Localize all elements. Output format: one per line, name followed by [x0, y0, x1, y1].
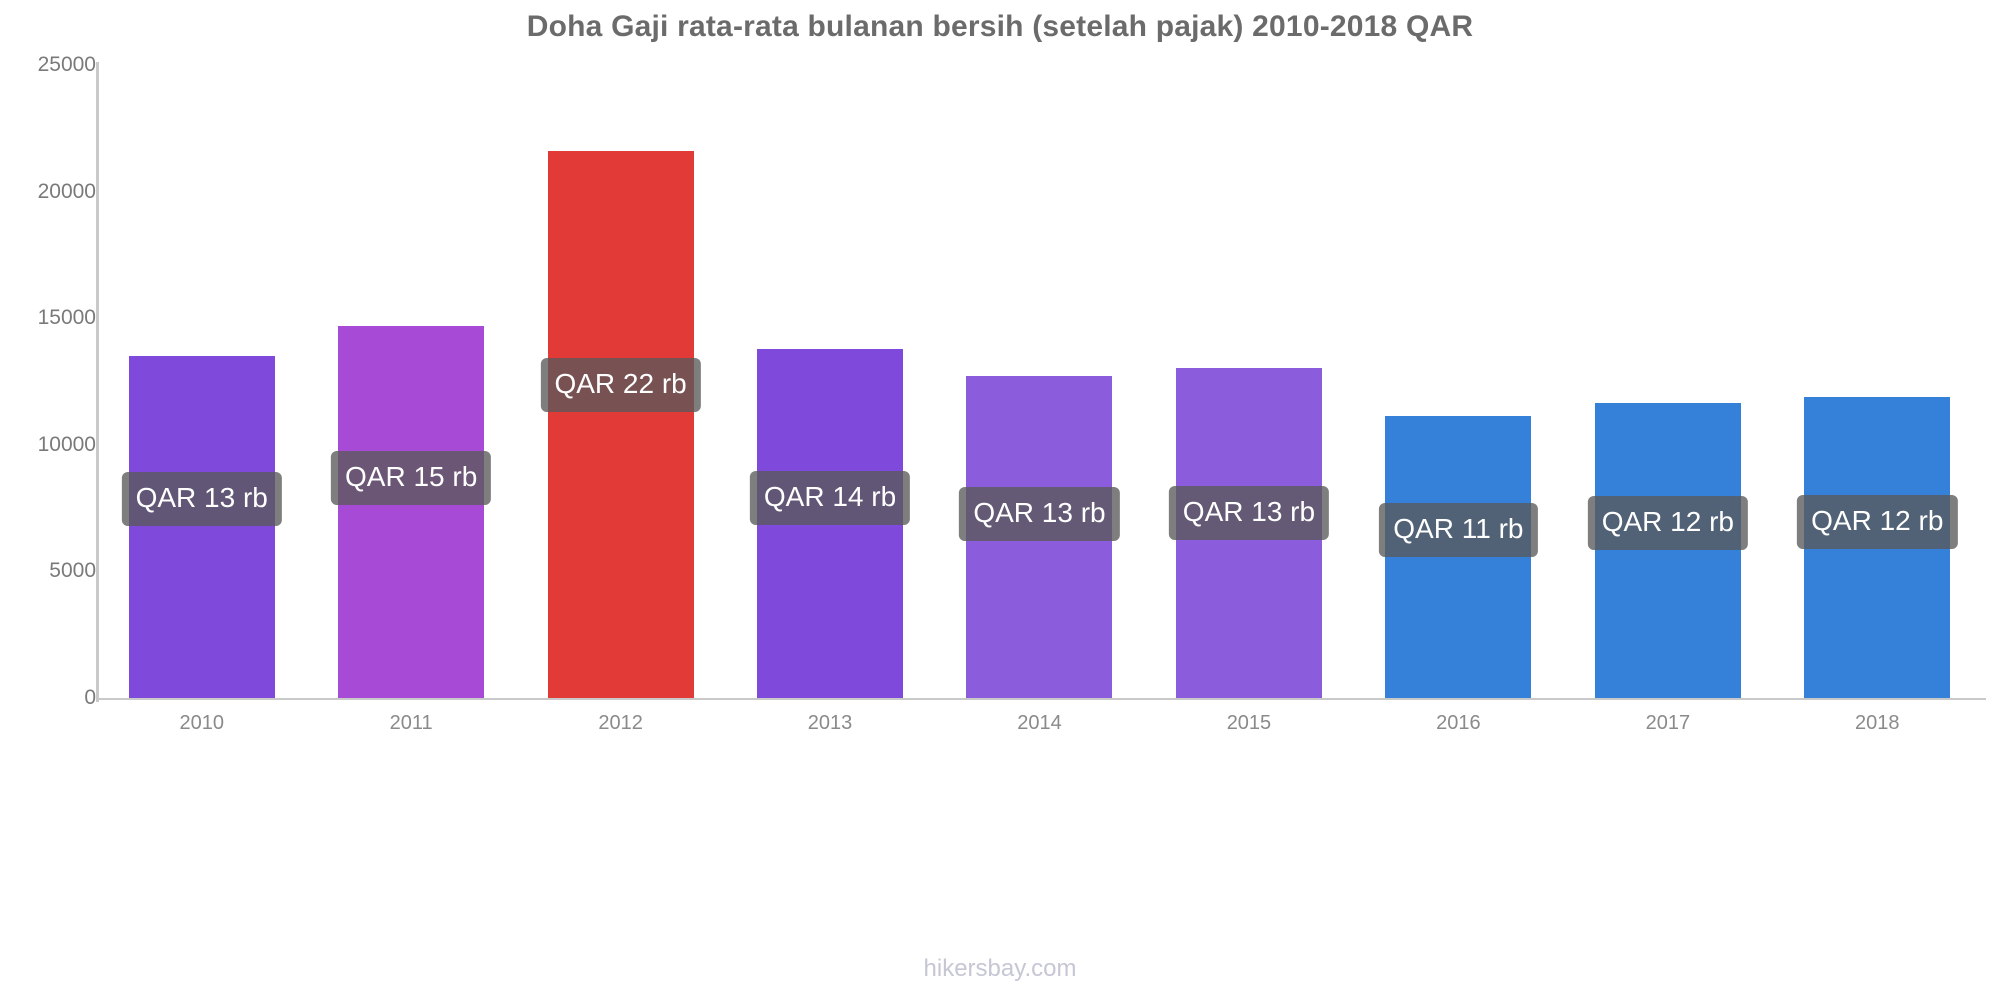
bar-2017[interactable]	[1594, 403, 1741, 698]
x-axis-tick-2010: 2010	[179, 712, 224, 734]
bar-2012[interactable]	[547, 151, 694, 698]
x-axis-tick-2014: 2014	[1017, 712, 1062, 734]
y-axis-tick-0: 0	[84, 686, 96, 709]
bar-2010[interactable]	[128, 356, 275, 698]
footer-source: hikersbay.com	[923, 955, 1077, 982]
y-axis-tick-25000: 25000	[37, 53, 96, 76]
x-axis-tick-2012: 2012	[598, 712, 643, 734]
y-axis-tick-5000: 5000	[49, 559, 96, 583]
x-axis-tick-2013: 2013	[807, 712, 853, 734]
bar-value-label-2016: QAR 11 rb	[1379, 502, 1538, 557]
bar-value-label-2011: QAR 15 rb	[331, 450, 492, 505]
y-axis-tick-labels: 25000 20000 15000 10000 5000 0	[0, 0, 96, 1000]
y-axis-tick-10000: 10000	[37, 432, 96, 456]
bar-group-2016[interactable]: QAR 11 rb 2016	[1354, 0, 1563, 1000]
y-axis-tick-20000: 20000	[37, 179, 96, 203]
bar-group-2010[interactable]: QAR 13 rb 2010	[97, 0, 306, 1000]
bar-value-label-2010: QAR 13 rb	[121, 472, 282, 527]
bar-group-2014[interactable]: QAR 13 rb 2014	[935, 0, 1144, 1000]
bar-value-label-2015: QAR 13 rb	[1168, 486, 1330, 541]
bar-group-2015[interactable]: QAR 13 rb 2015	[1144, 0, 1353, 1000]
bar-value-label-2012: QAR 22 rb	[540, 358, 701, 413]
x-axis-tick-2018: 2018	[1855, 712, 1900, 734]
bar-value-label-2014: QAR 13 rb	[959, 487, 1120, 542]
bar-group-2013[interactable]: QAR 14 rb 2013	[725, 0, 934, 1000]
bar-2011[interactable]	[338, 325, 485, 698]
bar-group-2018[interactable]: QAR 12 rb 2018	[1773, 0, 1982, 1000]
y-axis-line	[96, 62, 99, 702]
x-axis-tick-2017: 2017	[1645, 712, 1691, 734]
bar-2016[interactable]	[1385, 415, 1532, 698]
bar-value-label-2017: QAR 12 rb	[1587, 496, 1748, 551]
bar-value-label-2013: QAR 14 rb	[749, 470, 911, 525]
bar-value-label-2018: QAR 12 rb	[1797, 495, 1958, 550]
x-axis-tick-2015: 2015	[1226, 712, 1272, 734]
x-axis-tick-2016: 2016	[1436, 712, 1481, 734]
bars-layer: QAR 13 rb 2010 QAR 15 rb 2011 QAR 22 rb 2012 Q…	[97, 0, 1982, 1000]
bar-group-2012[interactable]: QAR 22 rb 2012	[516, 0, 725, 1000]
x-axis-tick-2011: 2011	[389, 712, 433, 734]
x-axis-line	[96, 698, 1986, 700]
bar-group-2011[interactable]: QAR 15 rb 2011	[306, 0, 515, 1000]
chart-title: Doha Gaji rata-rata bulanan bersih (sete…	[526, 10, 1474, 43]
bar-group-2017[interactable]: QAR 12 rb 2017	[1563, 0, 1772, 1000]
y-axis-tick-15000: 15000	[37, 306, 96, 330]
